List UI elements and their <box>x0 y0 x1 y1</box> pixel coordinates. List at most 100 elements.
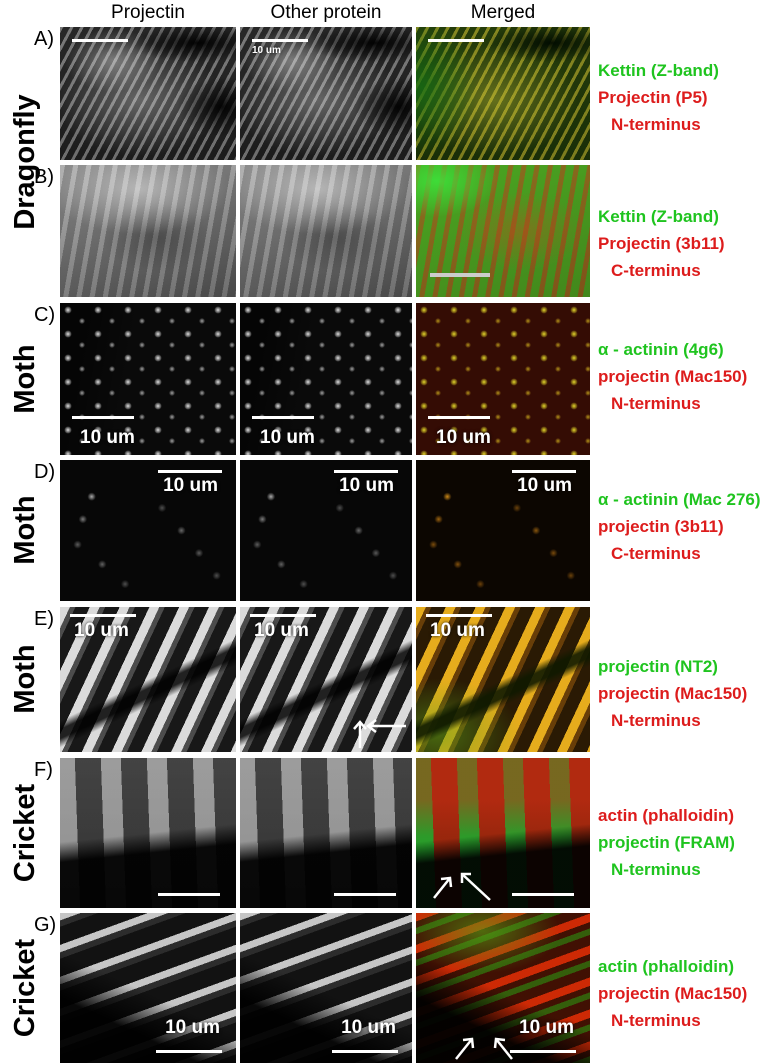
panel-e-projectin: 10 um <box>60 607 236 752</box>
panel-a-merged <box>416 27 590 160</box>
scale-bar <box>332 1050 398 1053</box>
annotation-line: projectin (NT2) <box>598 657 718 676</box>
scale-bar <box>252 416 314 419</box>
panel-b-other-protein <box>240 165 412 297</box>
stripe-arrows-icon <box>450 1025 530 1063</box>
annotation-line: N-terminus <box>611 115 701 134</box>
row-letter-d: D) <box>34 461 56 483</box>
panel-c-merged: 10 um <box>416 303 590 455</box>
panel-f-merged <box>416 758 590 908</box>
figure-row-f: F) actin (phalloidin) projectin (FRAM) N… <box>0 758 784 908</box>
annotation-g: actin (phalloidin) projectin (Mac150) N-… <box>598 953 784 1034</box>
annotation-line: actin (phalloidin) <box>598 806 734 825</box>
annotation-line: projectin (Mac150) <box>598 367 748 386</box>
column-header-merged: Merged <box>470 2 536 23</box>
scale-bar-label: 10 um <box>517 475 572 496</box>
figure-row-g: G) 10 um 10 um 10 um actin (phalloidin) <box>0 913 784 1063</box>
annotation-e: projectin (NT2) projectin (Mac150) N-ter… <box>598 653 784 734</box>
scale-bar <box>512 893 574 896</box>
scale-bar <box>72 39 128 42</box>
annotation-f: actin (phalloidin) projectin (FRAM) N-te… <box>598 802 784 883</box>
panel-b-merged <box>416 165 590 297</box>
scale-bar <box>158 470 222 473</box>
row-letter-f: F) <box>34 759 53 781</box>
scale-bar-label: 10 um <box>252 45 281 56</box>
panel-e-merged: 10 um <box>416 607 590 752</box>
annotation-line: N-terminus <box>611 860 701 879</box>
scale-bar-label: 10 um <box>74 620 129 641</box>
scale-bar <box>158 893 220 896</box>
annotation-line: C-terminus <box>611 544 701 563</box>
panel-a-other-protein: 10 um <box>240 27 412 160</box>
scale-bar <box>250 614 316 617</box>
z-band-arrows-icon <box>326 710 410 750</box>
scale-bar <box>428 416 490 419</box>
panel-c-projectin: 10 um <box>60 303 236 455</box>
scale-bar-label: 10 um <box>436 427 491 448</box>
scale-bar <box>334 470 398 473</box>
panel-f-other-protein <box>240 758 412 908</box>
column-header-other-protein: Other protein <box>270 2 382 23</box>
panel-d-projectin: 10 um <box>60 460 236 601</box>
annotation-line: N-terminus <box>611 1011 701 1030</box>
scale-bar <box>156 1050 222 1053</box>
figure-row-a: A) 10 um Kettin (Z-band) Projectin (P5) … <box>0 27 784 160</box>
panel-g-other-protein: 10 um <box>240 913 412 1063</box>
annotation-line: Kettin (Z-band) <box>598 207 719 226</box>
panel-e-other-protein: 10 um <box>240 607 412 752</box>
row-letter-g: G) <box>34 914 57 936</box>
scale-bar-label: 10 um <box>430 620 485 641</box>
scale-bar <box>510 1050 576 1053</box>
annotation-line: projectin (3b11) <box>598 517 724 536</box>
scale-bar-label: 10 um <box>163 475 218 496</box>
scale-bar <box>426 614 492 617</box>
figure-row-d: D) 10 um 10 um 10 um α - actinin (Mac 27… <box>0 460 784 601</box>
panel-d-other-protein: 10 um <box>240 460 412 601</box>
annotation-line: projectin (Mac150) <box>598 984 748 1003</box>
scale-bar-label: 10 um <box>165 1017 220 1038</box>
annotation-line: projectin (Mac150) <box>598 684 748 703</box>
figure-row-e: E) 10 um 10 um 10 um projectin (NT2) p <box>0 607 784 752</box>
annotation-d: α - actinin (Mac 276) projectin (3b11) C… <box>598 486 784 567</box>
row-letter-a: A) <box>34 28 54 50</box>
figure-row-b: B) Kettin (Z-band) Projectin (3b11) C-te… <box>0 165 784 297</box>
row-letter-e: E) <box>34 608 54 630</box>
annotation-line: N-terminus <box>611 394 701 413</box>
panel-c-other-protein: 10 um <box>240 303 412 455</box>
annotation-line: C-terminus <box>611 261 701 280</box>
column-header-projectin: Projectin <box>111 2 185 23</box>
scale-bar <box>72 416 134 419</box>
panel-d-merged: 10 um <box>416 460 590 601</box>
annotation-a: Kettin (Z-band) Projectin (P5) N-terminu… <box>598 57 784 138</box>
scale-bar-label: 10 um <box>254 620 309 641</box>
figure-row-c: C) 10 um 10 um 10 um α - actinin (4g6) p… <box>0 303 784 455</box>
scale-bar <box>334 893 396 896</box>
annotation-b: Kettin (Z-band) Projectin (3b11) C-termi… <box>598 203 784 284</box>
scale-bar-label: 10 um <box>341 1017 396 1038</box>
annotation-line: N-terminus <box>611 711 701 730</box>
panel-b-projectin <box>60 165 236 297</box>
scale-bar <box>512 470 576 473</box>
row-letter-b: B) <box>34 166 54 188</box>
scale-bar <box>428 39 484 42</box>
annotation-c: α - actinin (4g6) projectin (Mac150) N-t… <box>598 336 784 417</box>
annotation-line: Kettin (Z-band) <box>598 61 719 80</box>
panel-f-projectin <box>60 758 236 908</box>
annotation-line: α - actinin (Mac 276) <box>598 490 761 509</box>
panel-g-projectin: 10 um <box>60 913 236 1063</box>
annotation-line: projectin (FRAM) <box>598 833 735 852</box>
scale-bar-label: 10 um <box>260 427 315 448</box>
row-letter-c: C) <box>34 304 56 326</box>
annotation-line: actin (phalloidin) <box>598 957 734 976</box>
scale-bar-label: 10 um <box>80 427 135 448</box>
scale-bar-label: 10 um <box>339 475 394 496</box>
band-arrows-icon <box>428 858 498 904</box>
annotation-line: α - actinin (4g6) <box>598 340 724 359</box>
scale-bar <box>252 39 308 42</box>
scale-bar <box>430 273 490 277</box>
annotation-line: Projectin (3b11) <box>598 234 725 253</box>
annotation-line: Projectin (P5) <box>598 88 708 107</box>
scale-bar-label: 10 um <box>519 1017 574 1038</box>
panel-a-projectin <box>60 27 236 160</box>
